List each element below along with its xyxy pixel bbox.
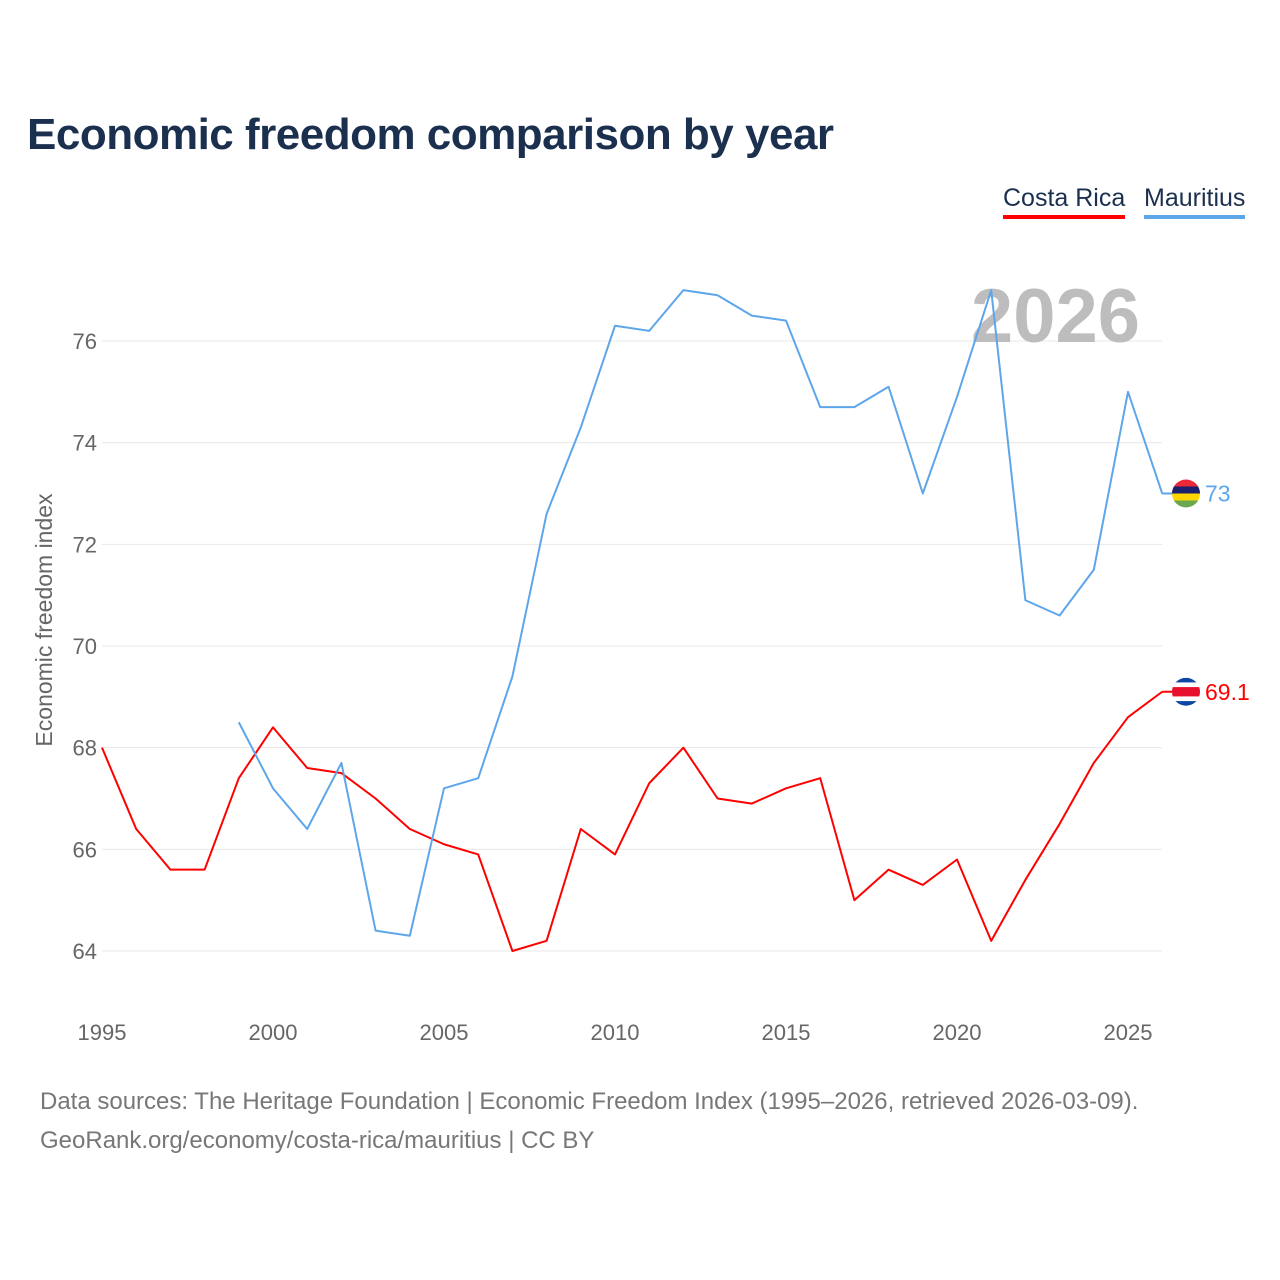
data-point <box>783 785 789 791</box>
data-point <box>578 826 584 832</box>
data-point <box>373 796 379 802</box>
data-point <box>680 287 686 293</box>
data-point <box>407 826 413 832</box>
data-point <box>133 826 139 832</box>
series-line-mauritius <box>237 289 1164 937</box>
data-point <box>954 857 960 863</box>
data-point <box>1125 714 1131 720</box>
data-point <box>680 745 686 751</box>
data-point <box>270 785 276 791</box>
data-point <box>509 948 515 954</box>
data-point <box>612 323 618 329</box>
legend-costa-rica[interactable]: Costa Rica <box>1003 184 1126 219</box>
data-point <box>475 851 481 857</box>
y-tick-label: 66 <box>73 837 97 862</box>
y-tick-label: 76 <box>73 329 97 354</box>
data-point <box>1022 597 1028 603</box>
data-point <box>988 938 994 944</box>
data-point <box>1057 821 1063 827</box>
x-tick-label: 2025 <box>1104 1020 1153 1045</box>
data-point <box>715 292 721 298</box>
data-point <box>441 785 447 791</box>
data-point <box>851 897 857 903</box>
chart-title: Economic freedom comparison by year <box>27 110 834 159</box>
data-point <box>920 491 926 497</box>
data-point <box>612 851 618 857</box>
data-point <box>1091 567 1097 573</box>
source-url-line[interactable]: GeoRank.org/economy/costa-rica/mauritius… <box>40 1127 595 1154</box>
data-point <box>920 882 926 888</box>
data-point <box>988 287 994 293</box>
data-point <box>270 724 276 730</box>
data-point <box>441 841 447 847</box>
data-point <box>749 801 755 807</box>
data-point <box>304 765 310 771</box>
data-point <box>202 867 208 873</box>
data-point <box>475 775 481 781</box>
data-point <box>236 719 242 725</box>
data-point <box>783 318 789 324</box>
data-point <box>851 404 857 410</box>
mauritius-flag-icon <box>1172 479 1200 508</box>
end-value-label: 69.1 <box>1205 679 1250 705</box>
y-tick-label: 64 <box>73 939 97 964</box>
x-tick-label: 2005 <box>420 1020 469 1045</box>
series-line-costa-rica <box>101 690 1163 952</box>
data-point <box>407 933 413 939</box>
data-point <box>304 826 310 832</box>
x-tick-label: 2010 <box>591 1020 640 1045</box>
y-tick-label: 72 <box>73 532 97 557</box>
costa-rica-flag-icon <box>1172 677 1200 706</box>
source-line: Data sources: The Heritage Foundation | … <box>40 1088 1139 1115</box>
data-point <box>236 775 242 781</box>
data-point <box>817 775 823 781</box>
x-tick-label: 1995 <box>78 1020 127 1045</box>
data-point <box>749 313 755 319</box>
data-point <box>1125 389 1131 395</box>
year-watermark: 2026 <box>971 274 1140 359</box>
data-point <box>1057 613 1063 619</box>
end-value-label: 73 <box>1205 481 1231 507</box>
y-axis-label: Economic freedom index <box>31 493 57 747</box>
data-point <box>646 328 652 334</box>
legend-mauritius[interactable]: Mauritius <box>1144 184 1246 219</box>
data-point <box>646 780 652 786</box>
data-point <box>1022 877 1028 883</box>
data-point <box>886 867 892 873</box>
data-point <box>954 394 960 400</box>
data-point <box>817 404 823 410</box>
data-point <box>715 796 721 802</box>
y-tick-label: 74 <box>73 431 97 456</box>
y-tick-label: 70 <box>73 634 97 659</box>
data-point <box>544 938 550 944</box>
data-point <box>578 424 584 430</box>
x-tick-label: 2020 <box>933 1020 982 1045</box>
data-point <box>509 674 515 680</box>
data-point <box>373 928 379 934</box>
data-point <box>1091 760 1097 766</box>
y-tick-label: 68 <box>73 736 97 761</box>
data-point <box>544 511 550 517</box>
data-point <box>886 384 892 390</box>
data-point <box>167 867 173 873</box>
data-point <box>99 745 105 751</box>
x-tick-label: 2000 <box>249 1020 298 1045</box>
data-point <box>338 760 344 766</box>
x-tick-label: 2015 <box>762 1020 811 1045</box>
